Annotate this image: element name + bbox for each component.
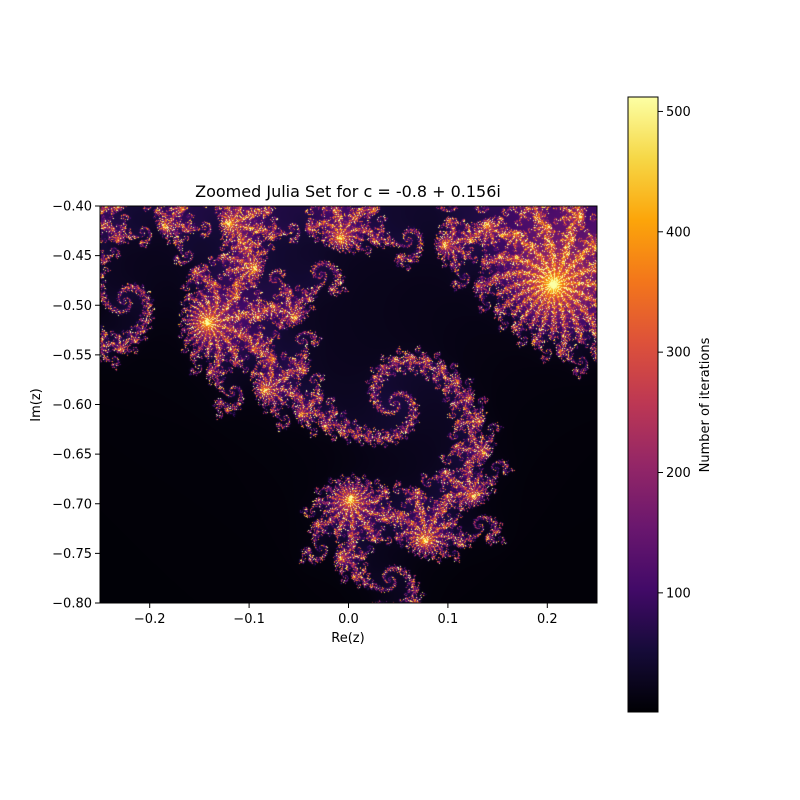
colorbar-label: Number of iterations bbox=[698, 337, 713, 472]
y-tick-label: −0.60 bbox=[52, 398, 92, 413]
x-tick-label: 0.0 bbox=[338, 612, 359, 627]
y-tick-label: −0.40 bbox=[52, 200, 92, 215]
colorbar-tick-label: 200 bbox=[666, 466, 691, 481]
y-tick-label: −0.55 bbox=[52, 348, 92, 363]
y-tick-label: −0.70 bbox=[52, 497, 92, 512]
julia-set-heatmap bbox=[100, 206, 597, 603]
colorbar-tick-label: 100 bbox=[666, 586, 691, 601]
x-axis-label: Re(z) bbox=[331, 631, 364, 646]
x-tick-label: 0.2 bbox=[537, 612, 558, 627]
colorbar-gradient bbox=[627, 96, 659, 713]
y-axis-label: Im(z) bbox=[29, 388, 44, 421]
chart-title: Zoomed Julia Set for c = -0.8 + 0.156i bbox=[195, 182, 501, 201]
y-tick-label: −0.80 bbox=[52, 597, 92, 612]
colorbar-ticks: 100 200 300 400 500 bbox=[658, 105, 691, 601]
y-tick-label: −0.45 bbox=[52, 249, 92, 264]
x-tick-label: 0.1 bbox=[438, 612, 459, 627]
y-tick-label: −0.50 bbox=[52, 299, 92, 314]
colorbar: 100 200 300 400 500 Number of iterations bbox=[627, 96, 713, 713]
x-axis: −0.2 −0.1 0.0 0.1 0.2 bbox=[134, 603, 558, 627]
y-axis: −0.40 −0.45 −0.50 −0.55 −0.60 −0.65 −0.70 −0.75… bbox=[52, 200, 100, 612]
y-tick-label: −0.65 bbox=[52, 448, 92, 463]
x-tick-label: −0.2 bbox=[134, 612, 166, 627]
y-tick-label: −0.75 bbox=[52, 547, 92, 562]
colorbar-tick-label: 500 bbox=[666, 105, 691, 120]
x-tick-label: −0.1 bbox=[233, 612, 265, 627]
colorbar-tick-label: 400 bbox=[666, 225, 691, 240]
colorbar-tick-label: 300 bbox=[666, 346, 691, 361]
plot-area bbox=[99, 205, 598, 604]
